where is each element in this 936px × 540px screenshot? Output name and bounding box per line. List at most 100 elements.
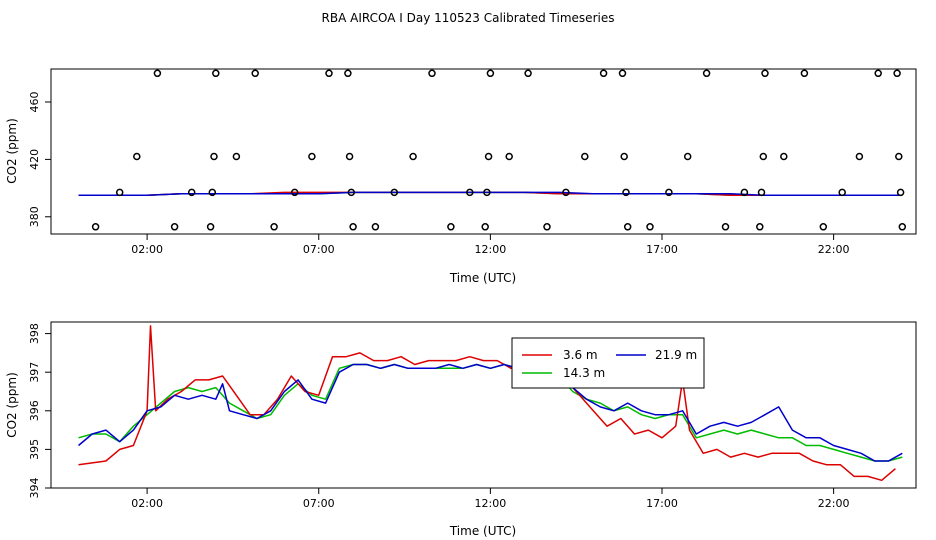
bottom-x-tick-label: 07:00 [303, 497, 335, 510]
top-x-tick-label: 07:00 [303, 243, 335, 256]
outlier-point [562, 188, 570, 197]
outlier-point [702, 69, 711, 78]
outlier-point [290, 188, 299, 197]
bottom-series-line-14.3m [78, 363, 903, 462]
bottom-panel: 394 395 396 397 398 02:00 07:00 12:00 17:00 22:0… [5, 321, 917, 538]
outlier-point [91, 223, 100, 231]
outlier-point [210, 152, 218, 161]
top-y-tick-label: 380 [28, 206, 41, 227]
outlier-point [212, 69, 220, 78]
bottom-y-axis-label: CO2 (ppm) [5, 372, 19, 438]
outlier-point [344, 69, 352, 78]
outlier-point [466, 188, 474, 197]
bottom-plot-frame [50, 321, 917, 489]
outlier-point [308, 152, 316, 161]
top-y-tick-label: 420 [28, 149, 41, 170]
legend: 3.6 m 21.9 m 14.3 m [511, 337, 705, 389]
bottom-series-lines [78, 325, 903, 482]
outlier-point [347, 188, 356, 197]
outlier-point [761, 69, 769, 78]
bottom-x-tick-label: 22:00 [818, 497, 850, 510]
outlier-point [390, 188, 399, 197]
outlier-point [819, 223, 828, 231]
outlier-point [780, 152, 788, 161]
outlier-point [481, 223, 489, 231]
outlier-point [895, 152, 903, 161]
outlier-point [898, 223, 907, 231]
top-x-tick-label: 12:00 [475, 243, 507, 256]
outlier-point [447, 223, 455, 231]
outlier-point [683, 152, 692, 161]
outlier-point [251, 69, 259, 78]
bottom-x-tick-label: 17:00 [646, 497, 678, 510]
outlier-point [187, 188, 196, 197]
top-plot-frame [50, 68, 917, 235]
bottom-y-axis: 394 395 396 397 398 [28, 323, 51, 499]
outlier-point [208, 188, 217, 197]
outlier-point [115, 188, 124, 197]
outlier-point [740, 188, 749, 197]
bottom-x-tick-label: 02:00 [131, 497, 163, 510]
bottom-x-axis: 02:00 07:00 12:00 17:00 22:00 [131, 488, 849, 510]
outlier-point [483, 188, 491, 197]
outlier-point [206, 223, 215, 231]
outlier-point [543, 223, 551, 231]
outlier-point [646, 223, 654, 231]
outlier-point [170, 223, 179, 231]
outlier-point [325, 69, 333, 78]
outlier-point [505, 152, 513, 161]
bottom-series-line-21.9m [78, 363, 903, 462]
bottom-y-tick-label: 396 [28, 400, 41, 421]
legend-box [511, 337, 705, 389]
outlier-point [665, 188, 673, 197]
figure-title: RBA AIRCOA I Day 110523 Calibrated Times… [322, 11, 615, 25]
top-y-axis-label: CO2 (ppm) [5, 118, 19, 184]
outlier-point [893, 69, 901, 78]
outlier-point [896, 188, 905, 197]
outlier-point [486, 69, 495, 78]
top-panel: 380 420 460 02:00 07:00 12:00 17:00 22:00 Time… [5, 68, 917, 285]
top-x-tick-label: 17:00 [646, 243, 678, 256]
outlier-point [270, 223, 278, 231]
top-x-axis-label: Time (UTC) [449, 271, 516, 285]
outlier-point [133, 152, 141, 161]
top-y-tick-label: 460 [28, 92, 41, 113]
top-x-tick-label: 02:00 [131, 243, 163, 256]
outlier-point [524, 69, 532, 78]
top-x-axis: 02:00 07:00 12:00 17:00 22:00 [131, 234, 849, 256]
legend-label-21.9m: 21.9 m [655, 348, 697, 362]
outlier-point [599, 69, 608, 78]
bottom-y-tick-label: 397 [28, 362, 41, 383]
outlier-point [756, 223, 764, 231]
outlier-point [757, 188, 766, 197]
outlier-point [349, 223, 357, 231]
top-x-tick-label: 22:00 [818, 243, 850, 256]
outlier-point [153, 69, 162, 78]
outlier-point [874, 69, 882, 78]
outlier-point [345, 152, 354, 161]
outlier-point [623, 223, 632, 231]
bottom-x-tick-label: 12:00 [475, 497, 507, 510]
legend-label-14.3m: 14.3 m [563, 366, 605, 380]
bottom-y-tick-label: 395 [28, 439, 41, 460]
outlier-point [800, 69, 809, 78]
outlier-point [622, 188, 630, 197]
bottom-y-tick-label: 398 [28, 323, 41, 344]
bottom-y-tick-label: 394 [28, 478, 41, 499]
outlier-point [484, 152, 493, 161]
outlier-point [620, 152, 628, 161]
outlier-point [838, 188, 846, 197]
top-outlier-points [91, 69, 907, 231]
outlier-point [371, 223, 380, 231]
top-y-axis: 380 420 460 [28, 92, 51, 227]
outlier-point [759, 152, 768, 161]
bottom-series-line-3.6m [78, 325, 896, 482]
bottom-x-axis-label: Time (UTC) [449, 524, 516, 538]
legend-label-3.6m: 3.6 m [563, 348, 598, 362]
outlier-point [232, 152, 241, 161]
outlier-point [855, 152, 864, 161]
outlier-point [428, 69, 436, 78]
outlier-point [409, 152, 417, 161]
outlier-point [721, 223, 730, 231]
